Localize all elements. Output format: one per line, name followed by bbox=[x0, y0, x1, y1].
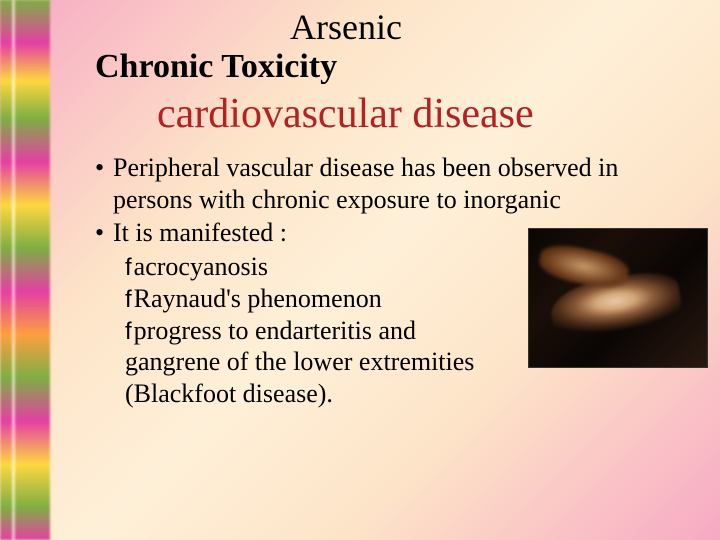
wingding-marker: f bbox=[125, 285, 132, 314]
slide-title: Arsenic bbox=[290, 6, 704, 48]
sub-item-text: Raynaud's phenomenon bbox=[134, 283, 382, 315]
continuation-line: (Blackfoot disease). bbox=[125, 378, 704, 410]
sub-item-text: acrocyanosis bbox=[134, 251, 268, 283]
decorative-left-border bbox=[0, 0, 50, 540]
bullet-text: Peripheral vascular disease has been obs… bbox=[113, 152, 704, 215]
bullet-marker: • bbox=[95, 217, 113, 249]
bullet-marker: • bbox=[95, 152, 113, 215]
slide: Arsenic Chronic Toxicity cardiovascular … bbox=[0, 0, 720, 540]
wingding-marker: f bbox=[125, 253, 132, 282]
sub-item-text: progress to endarteritis and bbox=[134, 315, 416, 347]
clinical-photo bbox=[528, 228, 708, 368]
slide-subtitle: Chronic Toxicity bbox=[95, 48, 704, 86]
section-heading: cardiovascular disease bbox=[157, 90, 704, 138]
bullet-item: • Peripheral vascular disease has been o… bbox=[95, 152, 704, 215]
wingding-marker: f bbox=[125, 317, 132, 346]
